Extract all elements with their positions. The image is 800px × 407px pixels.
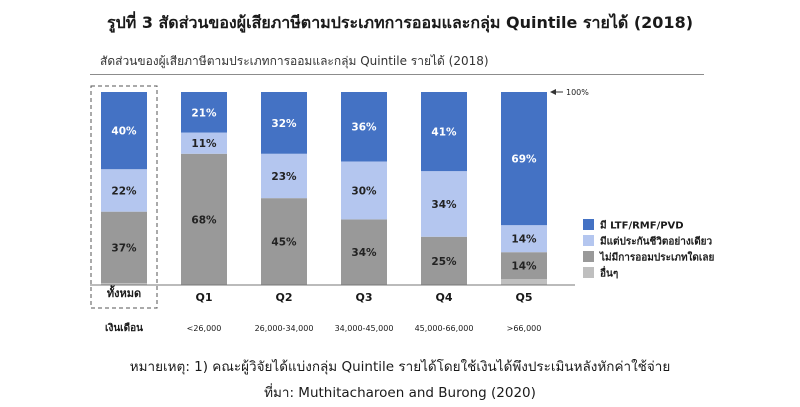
data-label: 21% [191,107,217,119]
bar-segment [181,132,227,154]
bar-segment [501,92,547,226]
income-range-label: 34,000-45,000 [335,324,394,333]
data-label: 37% [111,242,137,254]
data-label: 69% [511,154,537,166]
category-label: Q3 [355,291,372,304]
bar-segment [421,92,467,172]
chart-title: สัดส่วนของผู้เสียภาษีตามประเภทการออมและก… [100,54,489,68]
bar-segment [101,283,147,285]
income-range-label: <26,000 [187,324,222,333]
bar-segment [101,211,147,284]
legend-swatch [583,219,594,230]
data-label: 34% [431,199,457,211]
figure-title: รูปที่ 3 สัดส่วนของผู้เสียภาษีตามประเภทก… [106,13,694,32]
bar-segment [261,198,307,285]
bar-segment [421,236,467,285]
source-note: ที่มา: Muthitacharoen and Burong (2020) [264,385,536,401]
data-label: 25% [431,256,457,268]
bar-segment [341,161,387,220]
income-range-label: >66,000 [507,324,542,333]
legend-label: อื่นๆ [600,266,618,280]
bar-segment [101,92,147,170]
legend-label: ไม่มีการออมประเภทใดเลย [599,251,714,264]
bar-segment [421,171,467,237]
legend-label: มีแต่ประกันชีวิตอย่างเดียว [600,236,713,248]
bar-segment [261,92,307,154]
data-label: 41% [431,127,457,139]
reference-label: 100% [566,88,589,97]
footnote: หมายเหตุ: 1) คณะผู้วิจัยได้แบ่งกลุ่ม Qui… [129,359,671,375]
bar-segment [181,153,227,285]
bar-segment [181,92,227,133]
income-row-label: เงินเดือน [105,322,143,334]
bar-segment [341,92,387,162]
data-label: 36% [351,122,377,134]
bar-segment [261,153,307,199]
bar-segment [501,252,547,280]
data-label: 40% [111,126,137,138]
legend-label: มี LTF/RMF/PVD [600,220,684,232]
data-label: 14% [511,261,537,273]
data-label: 23% [271,171,297,183]
reference-arrow-head [550,89,556,95]
legend-swatch [583,235,594,246]
income-range-label: 26,000-34,000 [255,324,314,333]
data-label: 22% [111,185,137,197]
data-label: 45% [271,237,297,249]
legend-swatch [583,267,594,278]
data-label: 34% [351,247,377,259]
bar-segment [101,169,147,212]
title-underline [90,74,704,75]
highlight-box [90,85,158,309]
bar-segment [501,225,547,253]
legend-swatch [583,251,594,262]
category-label: Q1 [195,291,212,304]
data-label: 32% [271,118,297,130]
income-range-label: 45,000-66,000 [415,324,474,333]
category-label: Q5 [515,291,532,304]
data-label: 30% [351,185,377,197]
category-label: ทั้งหมด [107,285,141,300]
data-label: 68% [191,214,217,226]
category-label: Q2 [275,291,292,304]
bar-segment [501,279,547,285]
bar-segment [341,219,387,285]
data-label: 11% [191,138,217,150]
data-label: 14% [511,234,537,246]
category-label: Q4 [435,291,452,304]
